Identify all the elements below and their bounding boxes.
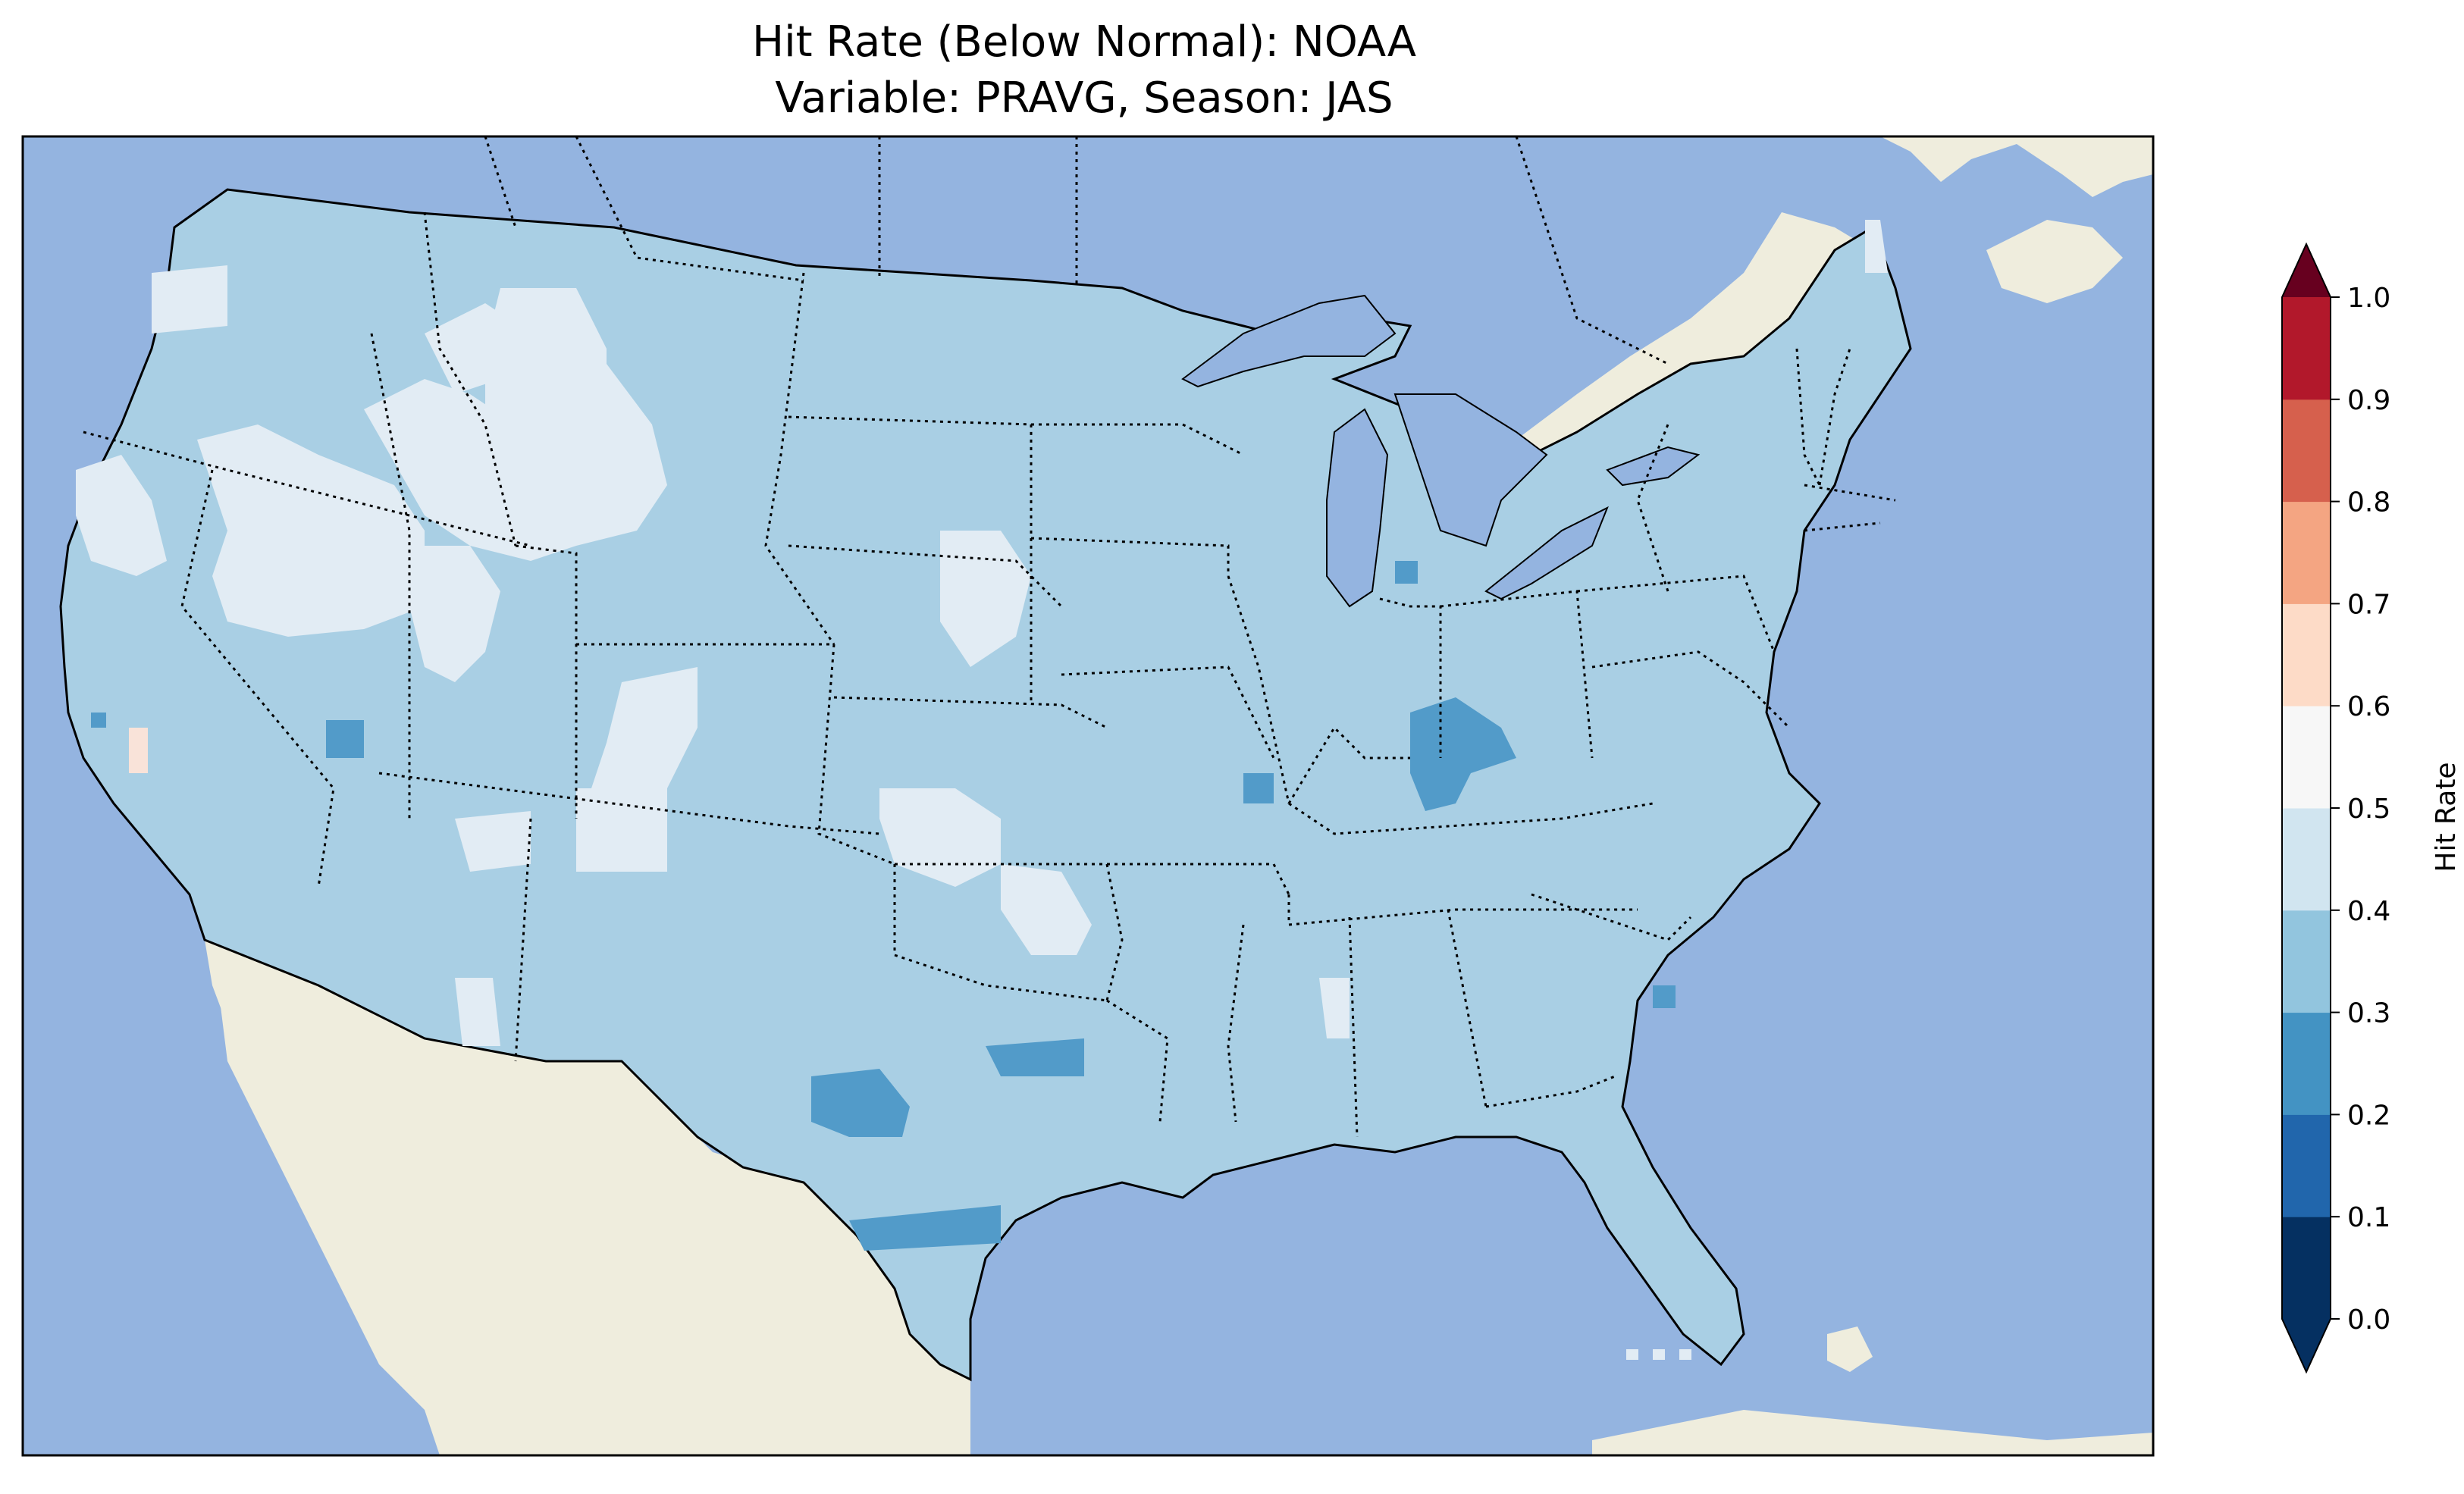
maritimes-land (1986, 220, 2123, 303)
bahamas-land (1827, 1326, 1873, 1372)
colorbar-tick-label: 0.9 (2347, 385, 2390, 416)
colorbar-segment (2282, 399, 2331, 503)
colorbar-tick-label: 0.0 (2347, 1305, 2390, 1336)
colorbar-ticks: 0.0 0.1 0.2 0.3 0.4 0.5 0.6 0.7 0.8 0.9 1.0 (2331, 283, 2390, 1336)
colorbar-tick-label: 0.3 (2347, 998, 2390, 1029)
colorbar-tick-label: 1.0 (2347, 283, 2390, 314)
map-panel (21, 135, 2155, 1457)
great-lakes (1181, 294, 1701, 608)
florida-keys (1626, 1349, 1691, 1360)
map-title-line1: Hit Rate (Below Normal): NOAA (752, 17, 1416, 67)
colorbar-tick-label: 0.2 (2347, 1100, 2390, 1131)
colorbar-tick-label: 0.6 (2347, 691, 2390, 722)
colorbar-segment (2282, 603, 2331, 706)
colorbar-segment (2282, 297, 2331, 400)
colorbar-over-triangle (2282, 244, 2331, 297)
baja-land (205, 940, 432, 1380)
colorbar-segment (2282, 910, 2331, 1013)
colorbar-tick-label: 0.4 (2347, 896, 2390, 927)
colorbar-segment (2282, 1114, 2331, 1217)
colorbar-segments (2282, 297, 2331, 1320)
map-frame (21, 135, 2155, 1457)
colorbar-segment (2282, 1012, 2331, 1115)
colorbar-segment (2282, 1217, 2331, 1320)
colorbar-tick-label: 0.8 (2347, 487, 2390, 518)
colorbar-segment (2282, 501, 2331, 604)
colorbar-segment (2282, 706, 2331, 809)
colorbar-label: Hit Rate (2431, 762, 2462, 872)
colorbar-under-triangle (2282, 1319, 2331, 1372)
colorbar-tick-label: 0.5 (2347, 794, 2390, 825)
colorbar: 0.0 0.1 0.2 0.3 0.4 0.5 0.6 0.7 0.8 0.9 1.0 Hit Ra… (2281, 242, 2462, 1374)
colorbar-segment (2282, 808, 2331, 911)
state-borders (83, 136, 1896, 1138)
colorbar-tick-label: 0.1 (2347, 1202, 2390, 1233)
patch-0-5-0-6 (129, 728, 148, 773)
patches-0-4-0-5 (76, 220, 1888, 1046)
map-title-line2: Variable: PRAVG, Season: JAS (775, 74, 1393, 123)
patches-0-2-0-3 (91, 561, 1676, 1251)
canada-land (174, 136, 2153, 531)
colorbar-tick-label: 0.7 (2347, 589, 2390, 620)
cuba-land (1592, 1410, 2153, 1455)
